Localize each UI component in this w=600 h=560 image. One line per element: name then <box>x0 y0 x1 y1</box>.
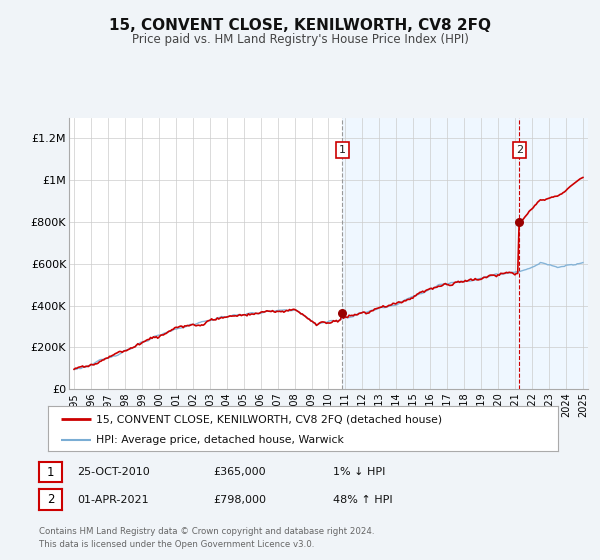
Text: 25-OCT-2010: 25-OCT-2010 <box>77 467 149 477</box>
Text: 48% ↑ HPI: 48% ↑ HPI <box>333 494 392 505</box>
Text: 2: 2 <box>47 493 54 506</box>
Text: £798,000: £798,000 <box>213 494 266 505</box>
Text: 2: 2 <box>516 145 523 155</box>
Text: Price paid vs. HM Land Registry's House Price Index (HPI): Price paid vs. HM Land Registry's House … <box>131 32 469 46</box>
Text: HPI: Average price, detached house, Warwick: HPI: Average price, detached house, Warw… <box>97 435 344 445</box>
Text: £365,000: £365,000 <box>213 467 266 477</box>
Text: 15, CONVENT CLOSE, KENILWORTH, CV8 2FQ: 15, CONVENT CLOSE, KENILWORTH, CV8 2FQ <box>109 18 491 32</box>
Text: 1% ↓ HPI: 1% ↓ HPI <box>333 467 385 477</box>
Text: 1: 1 <box>47 465 54 479</box>
Point <box>338 309 347 318</box>
Text: This data is licensed under the Open Government Licence v3.0.: This data is licensed under the Open Gov… <box>39 540 314 549</box>
Text: Contains HM Land Registry data © Crown copyright and database right 2024.: Contains HM Land Registry data © Crown c… <box>39 528 374 536</box>
Text: 01-APR-2021: 01-APR-2021 <box>77 494 148 505</box>
Point <box>515 218 524 227</box>
Text: 15, CONVENT CLOSE, KENILWORTH, CV8 2FQ (detached house): 15, CONVENT CLOSE, KENILWORTH, CV8 2FQ (… <box>97 414 443 424</box>
Bar <box>343 118 592 389</box>
Text: 1: 1 <box>339 145 346 155</box>
